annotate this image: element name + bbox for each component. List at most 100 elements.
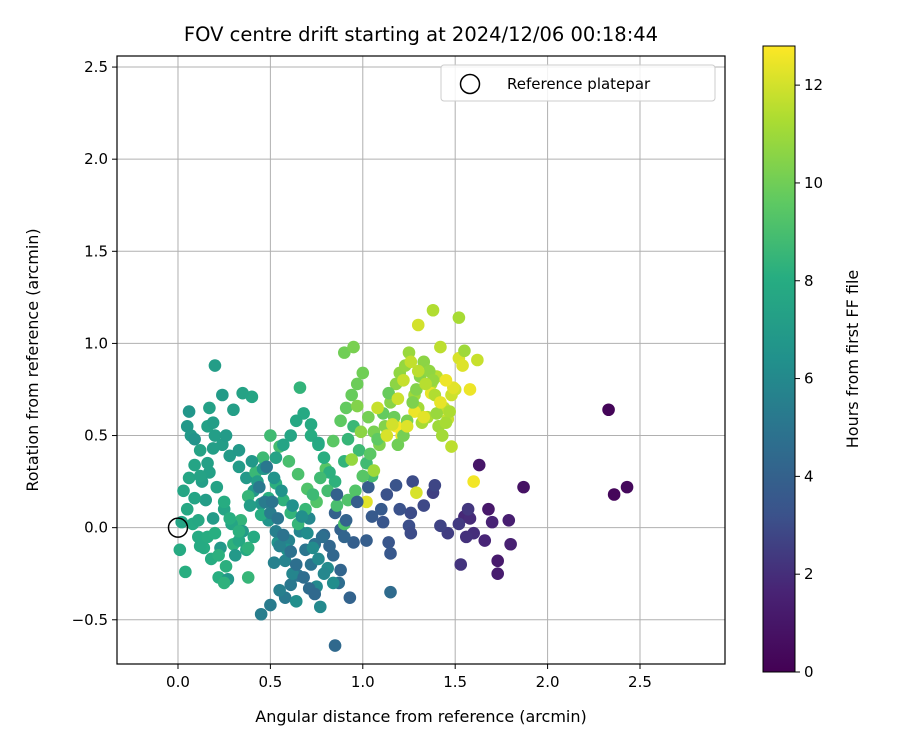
data-point: [350, 377, 364, 391]
data-point: [362, 480, 375, 494]
data-point: [232, 534, 246, 547]
scatter-points: [173, 303, 634, 652]
data-point: [210, 480, 224, 494]
data-point: [463, 383, 477, 396]
data-point: [326, 548, 340, 562]
data-point: [227, 403, 240, 417]
colorbar-tick-label: 6: [804, 370, 814, 388]
data-point: [232, 525, 246, 538]
data-point: [208, 359, 222, 372]
colorbar-ticks: 0 2 4 6 8 10 12: [795, 76, 823, 681]
data-point: [620, 480, 634, 494]
data-point: [284, 429, 298, 442]
data-point: [192, 513, 205, 527]
data-point: [236, 386, 249, 400]
x-tick-label: 1.0: [351, 673, 375, 691]
data-point: [326, 576, 340, 590]
plot-frame: [116, 55, 726, 665]
data-point: [439, 373, 453, 387]
colorbar-tick-label: 4: [804, 467, 814, 485]
data-point: [199, 493, 213, 507]
data-point: [417, 355, 431, 369]
data-point: [277, 438, 290, 452]
data-point: [312, 436, 325, 450]
data-point: [400, 420, 414, 433]
data-point: [217, 495, 231, 509]
data-point: [203, 401, 216, 415]
data-point: [217, 576, 231, 590]
data-point: [345, 453, 358, 466]
data-point: [284, 578, 298, 592]
data-point: [343, 591, 357, 604]
data-point: [208, 429, 222, 442]
data-point: [334, 563, 347, 577]
data-point: [323, 466, 336, 479]
data-point: [273, 539, 286, 553]
data-point: [485, 515, 499, 529]
data-point: [313, 471, 327, 485]
data-point: [328, 475, 342, 488]
data-point: [356, 469, 370, 483]
data-point: [317, 567, 331, 581]
data-point: [339, 513, 353, 527]
data-point: [312, 552, 325, 566]
data-point: [193, 469, 207, 483]
data-point: [434, 396, 447, 409]
data-point: [291, 467, 305, 481]
data-point: [177, 484, 190, 498]
data-point: [386, 418, 399, 431]
colorbar-tick-label: 10: [804, 174, 823, 192]
data-point: [188, 458, 201, 472]
data-point: [456, 359, 469, 372]
y-tick-label: 0.5: [84, 427, 108, 445]
colorbar-tick-label: 12: [804, 76, 823, 94]
data-point: [313, 600, 327, 614]
colorbar-gradient: [762, 45, 796, 673]
data-point: [301, 526, 314, 540]
data-point: [277, 528, 290, 542]
data-point: [435, 429, 449, 442]
x-tick-label: 2.5: [628, 673, 652, 691]
colorbar-tick-label: 8: [804, 272, 814, 290]
data-point: [188, 432, 201, 446]
data-point: [478, 534, 492, 547]
data-point: [404, 506, 418, 520]
data-point: [426, 303, 440, 317]
data-point: [182, 405, 196, 418]
data-point: [252, 480, 266, 494]
data-point: [472, 458, 486, 472]
data-point: [193, 443, 207, 457]
data-point: [434, 340, 447, 354]
data-point: [391, 392, 405, 405]
data-point: [326, 434, 340, 448]
data-point: [607, 488, 621, 501]
data-point: [350, 399, 364, 413]
data-point: [338, 530, 351, 544]
data-point: [389, 478, 403, 492]
data-point: [452, 311, 466, 324]
data-point: [384, 547, 397, 560]
data-point: [411, 364, 425, 378]
data-point: [219, 429, 233, 442]
data-point: [330, 499, 344, 512]
data-point: [411, 318, 425, 332]
data-point: [216, 388, 229, 402]
data-point: [193, 539, 207, 553]
data-point: [212, 548, 225, 562]
data-point: [334, 414, 347, 428]
data-point: [260, 460, 273, 474]
data-point: [360, 534, 373, 547]
data-point: [428, 478, 442, 492]
y-tick-label: 2.5: [84, 58, 108, 76]
data-point: [434, 519, 447, 533]
data-point: [271, 512, 285, 525]
data-point: [339, 401, 353, 415]
data-point: [443, 405, 456, 418]
data-point: [338, 346, 351, 359]
data-point: [365, 510, 379, 523]
data-point: [275, 484, 288, 498]
data-point: [393, 502, 407, 516]
data-point: [417, 410, 431, 424]
data-point: [452, 517, 466, 531]
